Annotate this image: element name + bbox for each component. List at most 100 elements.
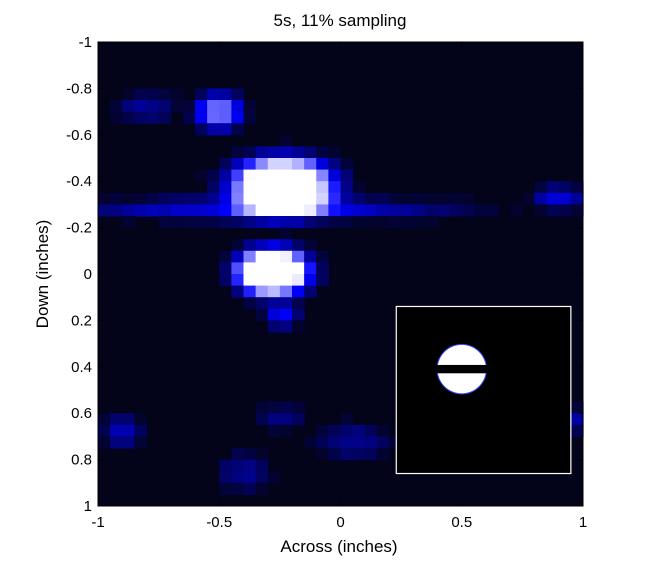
y-axis-ticks: -1 -0.8 -0.6 -0.4 -0.2 0 0.2 0.4 0.6 0.8 1 xyxy=(66,34,583,515)
heatmap-cell xyxy=(389,216,402,229)
heatmap-cell xyxy=(304,158,317,171)
heatmap-cell xyxy=(231,262,245,275)
inset-reference-image xyxy=(395,305,572,475)
heatmap-cell xyxy=(231,100,245,113)
heatmap-cell xyxy=(534,181,548,194)
heatmap-cell xyxy=(110,100,123,113)
heatmap-cell xyxy=(219,88,232,101)
heatmap-cell xyxy=(231,158,245,171)
y-tick-label: 1 xyxy=(84,498,92,515)
heatmap-cell xyxy=(267,146,281,159)
heatmap-cell xyxy=(267,308,281,321)
heatmap-cell xyxy=(243,216,257,229)
heatmap-cell xyxy=(243,262,257,275)
heatmap-cell xyxy=(243,146,257,159)
heatmap-cell xyxy=(219,181,232,194)
heatmap-cell xyxy=(340,192,354,205)
heatmap-cell xyxy=(219,158,232,171)
heatmap-cell xyxy=(413,204,426,217)
heatmap-cell xyxy=(122,216,135,229)
heatmap-cell xyxy=(134,192,148,205)
heatmap-cell xyxy=(546,192,560,205)
heatmap-cell xyxy=(158,192,172,205)
heatmap-cell xyxy=(110,204,123,217)
heatmap-cell xyxy=(146,88,160,101)
heatmap-cell xyxy=(352,204,366,217)
x-tick-label: 0.5 xyxy=(451,514,472,531)
heatmap-cell xyxy=(110,436,123,449)
heatmap-cell xyxy=(231,204,245,217)
heatmap-cell xyxy=(243,297,257,310)
y-tick-label: 0.8 xyxy=(71,452,92,469)
heatmap-cell xyxy=(255,308,269,321)
heatmap-cell xyxy=(231,111,245,124)
heatmap-cell xyxy=(207,192,220,205)
heatmap-cell xyxy=(243,250,257,263)
heatmap-cell xyxy=(255,413,269,426)
heatmap-cell xyxy=(316,274,329,287)
heatmap-cell xyxy=(292,274,305,287)
heatmap-cell xyxy=(195,111,208,124)
inset-frame xyxy=(395,305,572,475)
heatmap-cell xyxy=(110,424,123,437)
heatmap-cell xyxy=(279,297,293,310)
heatmap-cell xyxy=(231,482,245,495)
heatmap-cell xyxy=(219,204,232,217)
heatmap-cell xyxy=(292,239,305,252)
y-tick-label: -0.2 xyxy=(66,220,92,237)
heatmap-cell xyxy=(316,448,329,461)
heatmap-cell xyxy=(328,424,342,437)
y-tick-label: 0.2 xyxy=(71,312,92,329)
heatmap-cell xyxy=(558,192,572,205)
heatmap-cell xyxy=(340,181,354,194)
heatmap-cell xyxy=(570,192,584,205)
y-tick-label: 0.4 xyxy=(71,359,92,376)
heatmap-cell xyxy=(510,204,523,217)
heatmap-cell xyxy=(195,216,208,229)
heatmap-cell xyxy=(122,88,135,101)
heatmap-cell xyxy=(243,459,257,472)
y-tick-label: 0 xyxy=(84,266,92,283)
heatmap-cell xyxy=(279,262,293,275)
heatmap-cell xyxy=(292,308,305,321)
x-tick-label: 1 xyxy=(579,514,587,531)
heatmap-cell xyxy=(98,204,111,217)
heatmap-cell xyxy=(340,204,354,217)
heatmap-cell xyxy=(292,158,305,171)
heatmap-cell xyxy=(243,158,257,171)
heatmap-cell xyxy=(267,274,281,287)
heatmap-cell xyxy=(110,413,123,426)
heatmap-cell xyxy=(352,436,366,449)
heatmap-cell xyxy=(328,216,342,229)
heatmap-cell xyxy=(304,146,317,159)
heatmap-cell xyxy=(122,192,135,205)
heatmap-cell xyxy=(267,158,281,171)
heatmap-cell xyxy=(134,413,148,426)
heatmap-cell xyxy=(328,146,342,159)
heatmap-cell xyxy=(316,204,329,217)
heatmap-cell xyxy=(134,424,148,437)
heatmap-cell xyxy=(231,250,245,263)
x-tick-label: -0.5 xyxy=(206,514,232,531)
heatmap-cell xyxy=(279,308,293,321)
heatmap-cell xyxy=(243,192,257,205)
heatmap-cell xyxy=(304,169,317,182)
heatmap-cell xyxy=(182,100,196,113)
heatmap-cell xyxy=(304,436,317,449)
heatmap-cell xyxy=(534,204,548,217)
heatmap-cell xyxy=(255,204,269,217)
heatmap-cell xyxy=(364,436,378,449)
heatmap-cell xyxy=(255,285,269,298)
heatmap-cell xyxy=(304,204,317,217)
heatmap-cell xyxy=(255,169,269,182)
heatmap-cell xyxy=(461,204,475,217)
heatmap-cell xyxy=(352,181,366,194)
heatmap-cell xyxy=(134,100,148,113)
heatmap-cell xyxy=(352,448,366,461)
heatmap-cell xyxy=(437,192,451,205)
heatmap-cell xyxy=(376,424,390,437)
heatmap-cell xyxy=(219,123,232,136)
heatmap-cell xyxy=(425,216,439,229)
heatmap-cell xyxy=(134,204,148,217)
